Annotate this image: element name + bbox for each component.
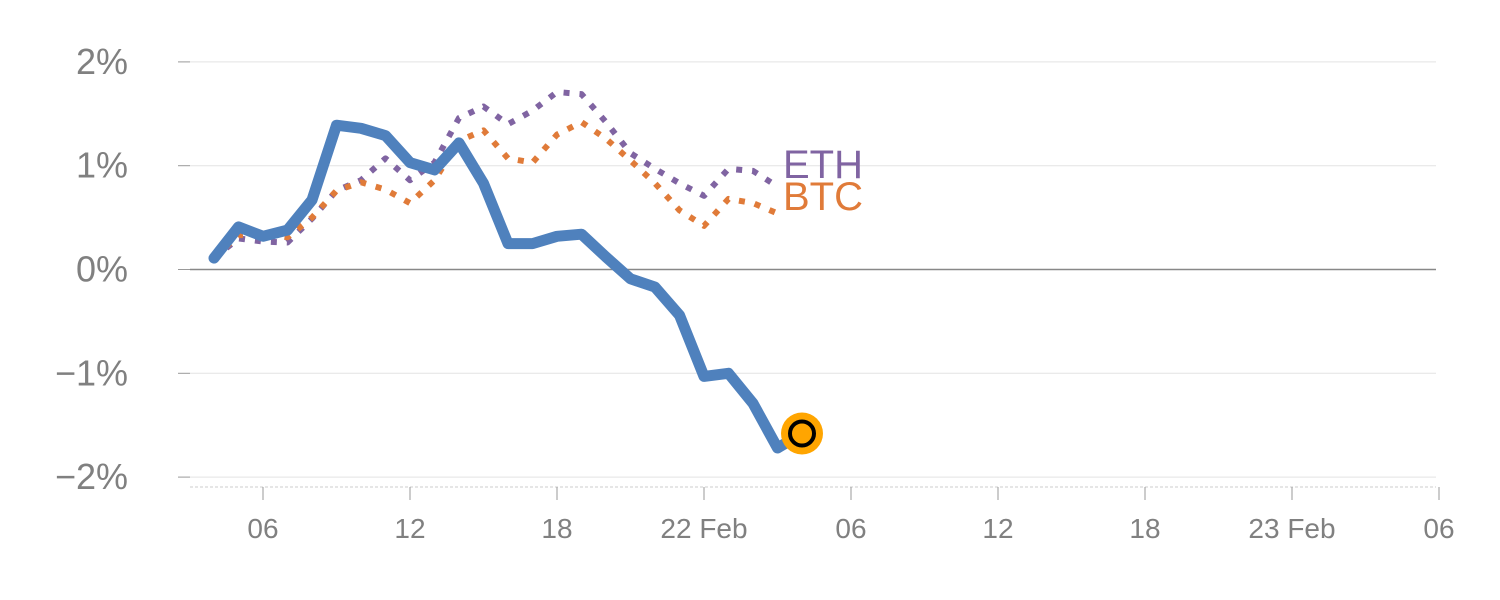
x-axis: 06 12 18 22 Feb 06 12 18 23 Feb 06: [190, 486, 1455, 544]
series-label-btc: BTC: [783, 175, 863, 219]
x-tick-label: 06: [1423, 513, 1454, 544]
x-tick-label: 22 Feb: [660, 513, 747, 544]
series-lines: [208, 89, 808, 454]
x-tick-label: 12: [394, 513, 425, 544]
series-line-btc: [211, 119, 779, 261]
y-tick-label: −1%: [55, 352, 128, 393]
x-tick-label: 06: [835, 513, 866, 544]
grid: [190, 61, 1436, 478]
series-line-main: [208, 119, 808, 454]
x-tick-label: 18: [541, 513, 572, 544]
last-point-dot: [788, 419, 816, 448]
series-line-eth: [212, 89, 780, 261]
y-tick-label: −2%: [55, 456, 128, 497]
y-axis: 2% 1% 0% −1% −2%: [55, 41, 190, 497]
x-tick-label: 18: [1129, 513, 1160, 544]
x-tick-label: 06: [247, 513, 278, 544]
x-tick-label: 23 Feb: [1248, 513, 1335, 544]
last-point-marker: [781, 412, 823, 455]
series-label-eth: ETH: [783, 143, 863, 187]
x-tick-label: 12: [982, 513, 1013, 544]
y-tick-label: 0%: [76, 249, 128, 290]
y-tick-label: 2%: [76, 41, 128, 82]
y-tick-label: 1%: [76, 145, 128, 186]
